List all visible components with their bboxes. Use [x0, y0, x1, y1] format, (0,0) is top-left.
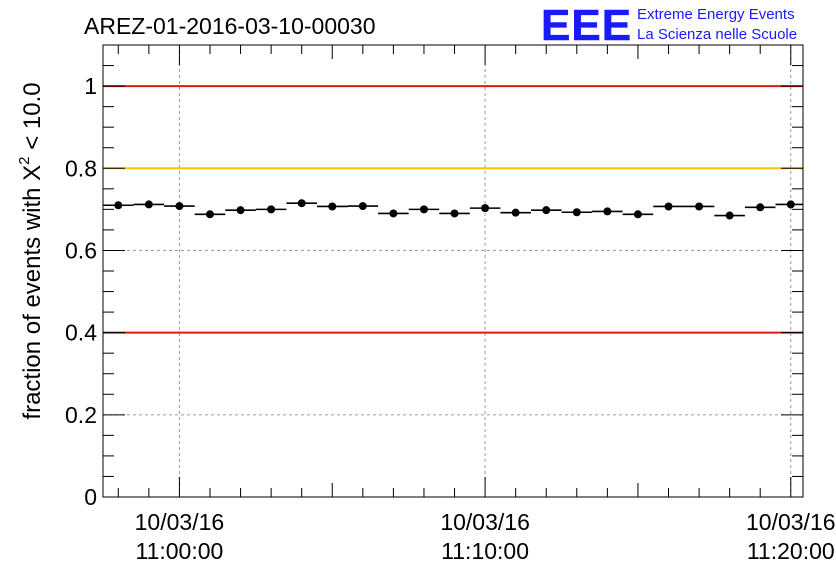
y-axis: 0 0.2 0.4 0.6 0.8 1 — [65, 44, 803, 510]
data-point-marker — [603, 207, 612, 216]
y-axis-title-suffix: < 10.0 — [19, 82, 46, 156]
data-point-marker — [725, 211, 734, 220]
data-point-marker — [450, 209, 459, 218]
y-axis-title-superscript: 2 — [16, 156, 33, 164]
data-point — [622, 210, 654, 219]
data-point-marker — [511, 208, 520, 217]
data-point — [194, 210, 226, 219]
data-point-marker — [786, 200, 795, 209]
eee-logo: EEE Extreme Energy Events La Scienza nel… — [541, 1, 797, 51]
data-point-marker — [328, 202, 337, 211]
y-tick-label: 0.6 — [65, 237, 97, 263]
data-point-marker — [633, 210, 642, 219]
data-point — [653, 202, 684, 211]
data-point-marker — [236, 206, 245, 215]
data-point-marker — [542, 206, 551, 215]
x-tick-label-time: 11:20:00 — [747, 538, 835, 564]
data-point — [683, 202, 715, 211]
y-tick-label: 0 — [84, 484, 97, 510]
data-point — [500, 208, 531, 217]
data-point-marker — [419, 205, 428, 214]
data-point-marker — [695, 202, 704, 211]
data-point-marker — [144, 200, 153, 209]
data-point — [744, 203, 776, 212]
plot-border — [102, 44, 804, 498]
y-tick-label: 0.8 — [65, 155, 97, 181]
data-point-marker — [756, 203, 765, 212]
data-point — [133, 200, 165, 209]
data-point-marker — [389, 209, 398, 218]
data-point-marker — [297, 199, 306, 208]
data-point — [164, 202, 195, 211]
y-tick-label: 0.2 — [65, 402, 97, 428]
eee-logo-line2: La Scienza nelle Scuole — [637, 26, 797, 43]
y-axis-title: fraction of events with Χ2 < 10.0 — [16, 82, 46, 419]
y-axis-title-prefix: fraction of events with — [19, 181, 46, 420]
data-point-marker — [267, 205, 276, 214]
data-point-marker — [205, 210, 214, 219]
x-tick-label-time: 11:00:00 — [136, 538, 224, 564]
grid — [103, 45, 803, 497]
eee-logo-line1: Extreme Energy Events — [637, 6, 795, 23]
data-point — [255, 205, 287, 214]
x-tick-label-date: 10/03/16 — [440, 509, 530, 535]
data-point-marker — [664, 202, 673, 211]
y-tick-label: 1 — [84, 73, 97, 99]
data-point — [103, 201, 134, 210]
data-points — [103, 199, 803, 220]
data-point-marker — [572, 208, 581, 217]
chart-title: AREZ-01-2016-03-10-00030 — [84, 13, 376, 39]
data-point — [775, 200, 803, 209]
x-tick-label-date: 10/03/16 — [135, 509, 225, 535]
data-point — [439, 209, 470, 218]
plot-frame — [102, 44, 804, 498]
x-tick-label-date: 10/03/16 — [746, 509, 836, 535]
data-point-marker — [358, 202, 367, 211]
eee-logo-letters: EEE — [541, 1, 632, 50]
data-point — [530, 206, 562, 215]
data-point — [408, 205, 440, 214]
data-point — [316, 202, 348, 211]
data-point — [225, 206, 256, 215]
data-point — [714, 211, 745, 220]
data-point-marker — [175, 202, 184, 211]
data-point — [378, 209, 409, 218]
data-point-marker — [481, 204, 490, 213]
data-point-marker — [114, 201, 123, 210]
x-axis: 10/03/16 11:00:00 10/03/16 11:10:00 10/03/16… — [117, 45, 836, 564]
y-axis-title-symbol: Χ — [19, 165, 46, 181]
data-point — [561, 208, 593, 217]
data-point — [347, 202, 379, 211]
y-tick-label: 0.4 — [65, 320, 97, 346]
data-point — [286, 199, 317, 208]
data-point — [592, 207, 623, 216]
data-point — [469, 204, 501, 213]
x-tick-label-time: 11:10:00 — [441, 538, 529, 564]
reference-lines — [103, 85, 803, 334]
